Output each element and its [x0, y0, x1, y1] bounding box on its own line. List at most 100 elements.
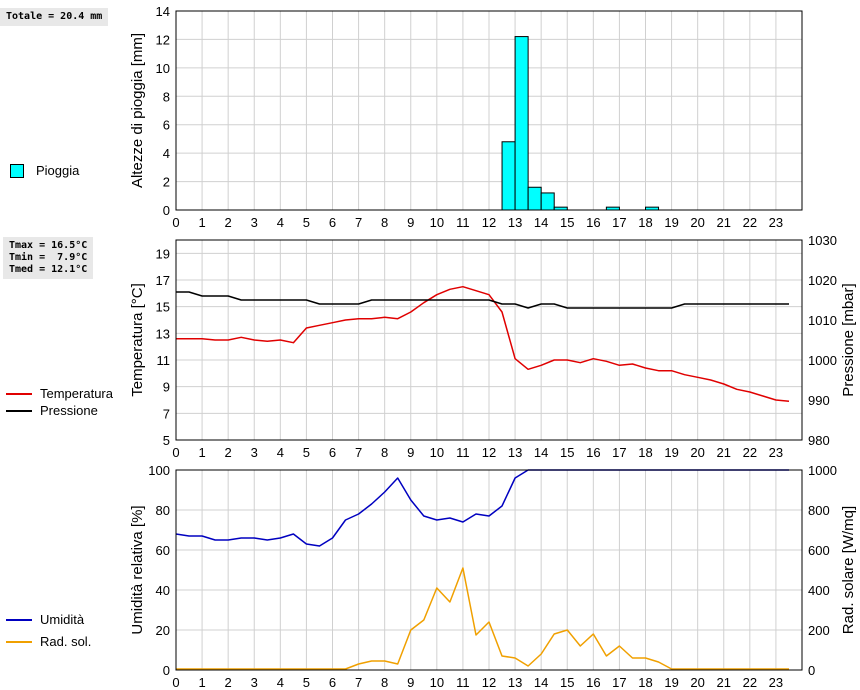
x-tick-label: 6: [329, 675, 336, 690]
x-tick-label: 21: [717, 675, 731, 690]
legend-temperature-label: Temperatura: [40, 386, 113, 402]
x-tick-label: 12: [482, 215, 496, 230]
legend-temperature: Temperatura: [6, 385, 113, 401]
plot-frame: [175, 239, 803, 441]
x-tick-label: 21: [717, 445, 731, 460]
y-tick-label: 40: [156, 583, 170, 598]
x-tick-label: 3: [251, 215, 258, 230]
y2-tick-label: 980: [808, 433, 830, 448]
x-tick-label: 14: [534, 445, 548, 460]
x-tick-label: 18: [638, 675, 652, 690]
y-tick-label: 14: [156, 4, 170, 19]
x-tick-label: 17: [612, 215, 626, 230]
x-tick-label: 8: [381, 445, 388, 460]
x-tick-label: 5: [303, 675, 310, 690]
x-tick-label: 11: [456, 675, 470, 690]
radiation-line: [176, 567, 789, 670]
rain-bar: [527, 186, 542, 211]
x-tick-label: 7: [355, 445, 362, 460]
pressure-line: [176, 291, 789, 309]
x-tick-label: 2: [225, 215, 232, 230]
x-tick-label: 13: [508, 215, 522, 230]
x-tick-label: 7: [355, 215, 362, 230]
x-tick-label: 8: [381, 675, 388, 690]
x-tick-label: 22: [743, 445, 757, 460]
y2-tick-label: 1010: [808, 313, 837, 328]
y-tick-label: 5: [163, 433, 170, 448]
x-tick-label: 20: [690, 675, 704, 690]
y-tick-label: 17: [156, 273, 170, 288]
x-tick-label: 17: [612, 675, 626, 690]
y-tick-label: 6: [163, 118, 170, 133]
legend-rain-label: Pioggia: [36, 163, 80, 179]
legend-radiation-label: Rad. sol.: [40, 634, 92, 650]
x-tick-label: 6: [329, 215, 336, 230]
legend-rain-swatch: [10, 163, 24, 178]
y2-tick-label: 800: [808, 503, 830, 518]
temperature-line: [176, 285, 790, 403]
x-tick-label: 11: [456, 445, 470, 460]
y2-tick-label: 1020: [808, 273, 837, 288]
x-tick-label: 18: [638, 215, 652, 230]
y-tick-label: 60: [156, 543, 170, 558]
x-tick-label: 2: [225, 445, 232, 460]
x-tick-label: 9: [407, 445, 414, 460]
x-tick-label: 4: [277, 675, 284, 690]
x-tick-label: 19: [664, 445, 678, 460]
y2-tick-label: 400: [808, 583, 830, 598]
x-tick-label: 13: [508, 445, 522, 460]
y-tick-label: 13: [156, 326, 170, 341]
x-tick-label: 3: [251, 675, 258, 690]
legend-rain: Pioggia: [10, 162, 79, 178]
rain-total-box: Totale = 20.4 mm: [0, 8, 109, 26]
y2-axis-title: Rad. solare [W/mq]: [840, 506, 857, 634]
x-tick-label: 4: [277, 215, 284, 230]
x-tick-label: 12: [482, 445, 496, 460]
legend-pressure: Pressione: [6, 402, 98, 418]
rain-bar: [501, 141, 516, 211]
x-tick-label: 23: [769, 445, 783, 460]
humidity-line: [175, 469, 789, 547]
x-tick-label: 10: [430, 445, 444, 460]
x-tick-label: 21: [717, 215, 731, 230]
y-tick-label: 12: [156, 32, 170, 47]
y2-axis-title: Pressione [mbar]: [840, 283, 857, 396]
x-tick-label: 23: [769, 215, 783, 230]
chart-panel-3: 0 1 2 3 4 5 6 7 8 9 10 11 12 13 14 15 16 17 18 19 20 21 22 2302…: [129, 463, 857, 690]
x-tick-label: 10: [430, 675, 444, 690]
y-axis-title: Umidità relativa [%]: [129, 505, 146, 634]
y2-tick-label: 0: [808, 663, 815, 678]
y2-tick-label: 1000: [808, 353, 837, 368]
x-tick-label: 20: [690, 445, 704, 460]
y-axis-title: Temperatura [°C]: [129, 283, 146, 397]
x-tick-label: 1: [198, 215, 205, 230]
x-tick-label: 7: [355, 675, 362, 690]
x-tick-label: 15: [560, 215, 574, 230]
x-tick-label: 6: [329, 445, 336, 460]
x-tick-label: 0: [172, 215, 179, 230]
legend-humidity-label: Umidità: [40, 612, 85, 628]
x-tick-label: 2: [225, 675, 232, 690]
y-tick-label: 9: [163, 380, 170, 395]
legend-pressure-label: Pressione: [40, 403, 98, 419]
y-tick-label: 15: [156, 300, 170, 315]
x-tick-label: 9: [407, 675, 414, 690]
rain-bar: [540, 192, 555, 211]
x-tick-label: 8: [381, 215, 388, 230]
y-tick-label: 19: [156, 246, 170, 261]
x-tick-label: 3: [251, 445, 258, 460]
y-tick-label: 80: [156, 503, 170, 518]
x-tick-label: 23: [769, 675, 783, 690]
plot-frame: [175, 469, 803, 671]
chart-panel-1: 0 1 2 3 4 5 6 7 8 9 10 11 12 13 14 15 16 17 18 19 20 21 22 2302…: [129, 4, 803, 230]
x-tick-label: 5: [303, 215, 310, 230]
y2-tick-label: 1030: [808, 233, 837, 248]
x-tick-label: 16: [586, 215, 600, 230]
y2-tick-label: 600: [808, 543, 830, 558]
x-tick-label: 13: [508, 675, 522, 690]
legend-radiation-swatch: [6, 640, 32, 643]
x-tick-label: 16: [586, 675, 600, 690]
y-tick-label: 10: [156, 61, 170, 76]
x-tick-label: 20: [690, 215, 704, 230]
